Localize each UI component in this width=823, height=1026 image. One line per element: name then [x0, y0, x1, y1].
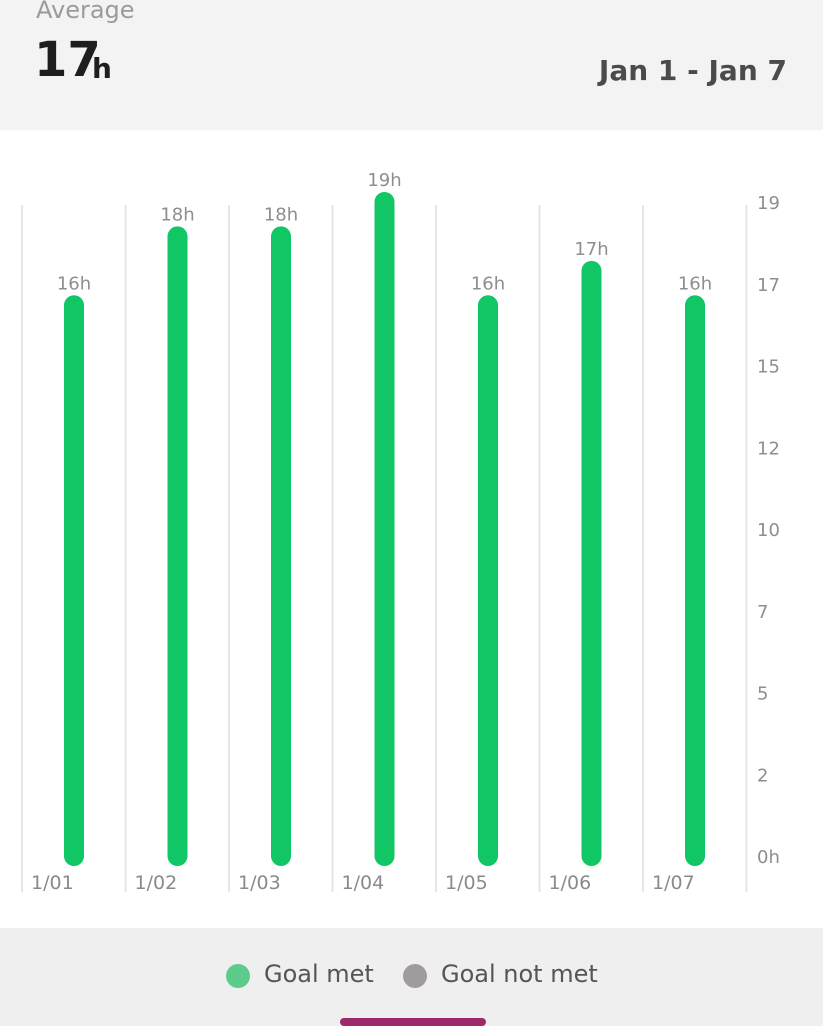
goal-not-met-dot-icon: [403, 964, 427, 988]
y-tick-3: 12: [757, 438, 780, 459]
y-tick-7: 2: [757, 765, 768, 786]
x-tick-1-04: 1/04: [342, 872, 385, 894]
x-tick-1-02: 1/02: [135, 872, 178, 894]
x-tick-1-01: 1/01: [31, 872, 74, 894]
data-label-1-02: 18h: [160, 204, 194, 225]
y-tick-0: 19: [757, 193, 780, 214]
date-range: Jan 1 - Jan 7: [598, 54, 787, 87]
data-label-1-06: 17h: [574, 239, 608, 260]
data-label-1-04: 19h: [367, 170, 401, 191]
legend: Goal met Goal not met: [0, 930, 823, 1024]
average-unit: h: [92, 52, 112, 85]
data-label-1-03: 18h: [264, 204, 298, 225]
y-tick-6: 5: [757, 684, 768, 705]
data-label-1-07: 16h: [678, 273, 712, 294]
data-label-1-05: 16h: [471, 273, 505, 294]
goal-met-dot-icon: [226, 964, 250, 988]
x-tick-1-06: 1/06: [549, 872, 592, 894]
home-indicator: [340, 1018, 486, 1026]
y-tick-1: 17: [757, 275, 780, 296]
average-label: Average: [36, 0, 135, 24]
y-tick-2: 15: [757, 357, 780, 378]
bar-chart: 16h 1/01 18h 1/02 18h 1/03 19h 1/04 16h 1/05 17h 1/…: [21, 170, 780, 894]
x-tick-1-03: 1/03: [238, 872, 281, 894]
x-tick-1-05: 1/05: [445, 872, 488, 894]
y-tick-4: 10: [757, 520, 780, 541]
y-tick-5: 7: [757, 602, 768, 623]
x-tick-1-07: 1/07: [652, 872, 695, 894]
legend-label-goal-met: Goal met: [264, 960, 374, 988]
average-value: 17: [34, 32, 101, 88]
legend-label-goal-not-met: Goal not met: [441, 960, 598, 988]
y-tick-8: 0h: [757, 847, 780, 868]
data-label-1-01: 16h: [57, 273, 91, 294]
summary-header: Average 17 h Jan 1 - Jan 7: [0, 0, 823, 130]
